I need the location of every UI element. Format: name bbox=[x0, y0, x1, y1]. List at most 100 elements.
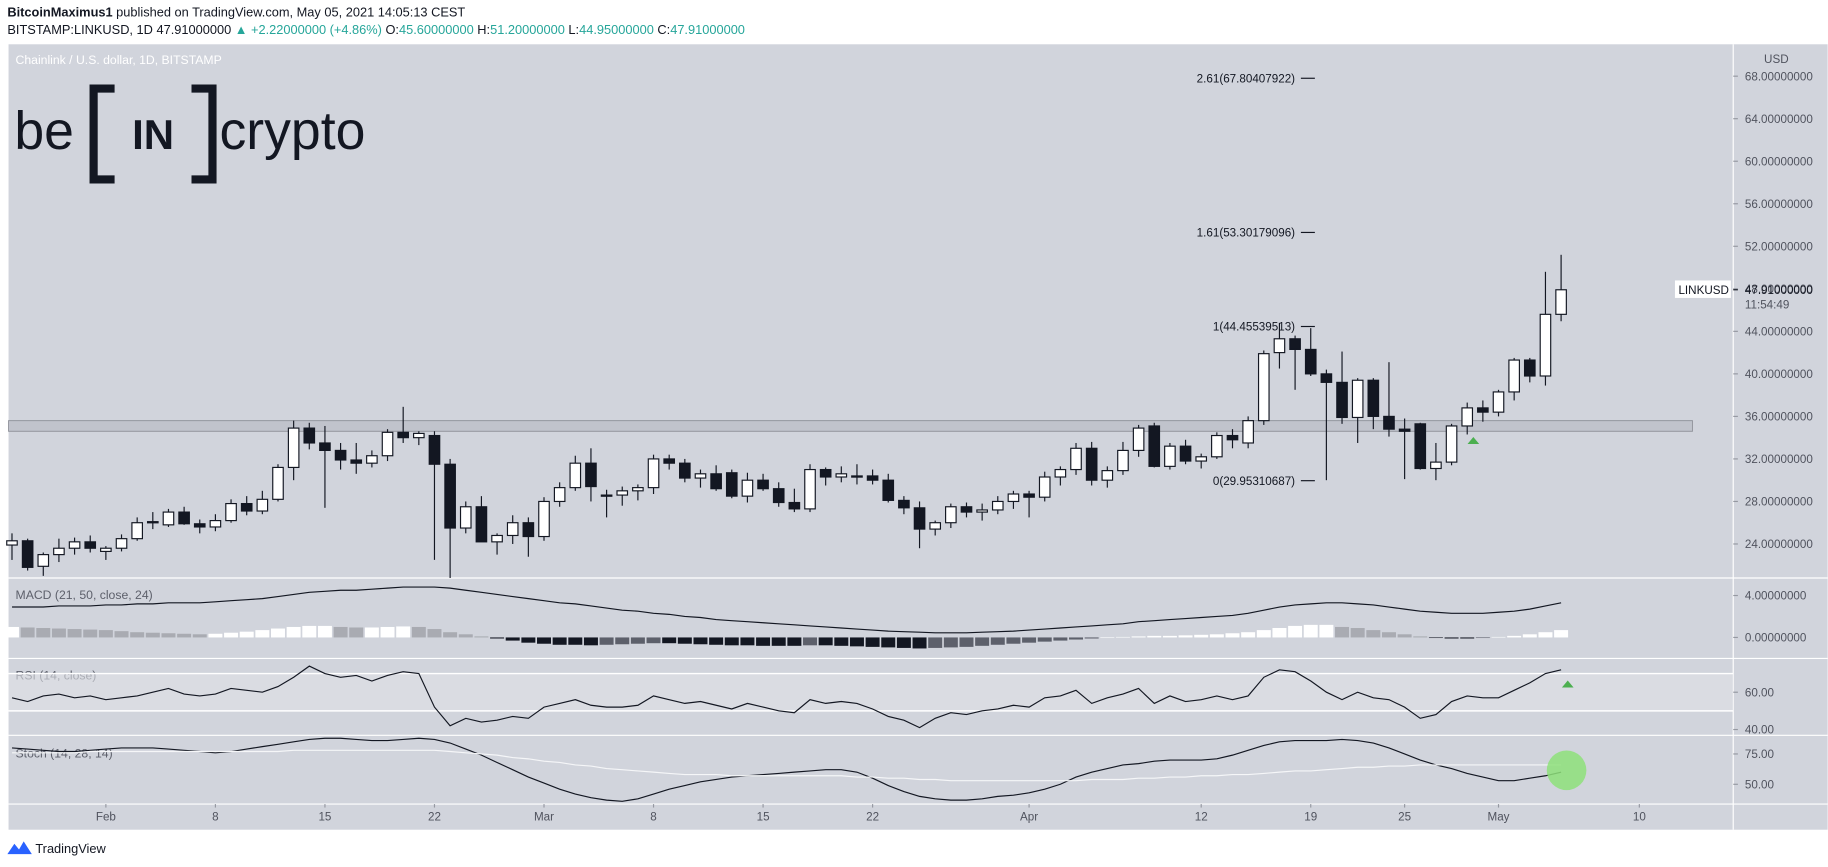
y-tick-label: 32.00000000 bbox=[1745, 453, 1813, 466]
candle-body bbox=[178, 511, 190, 525]
histogram-bar bbox=[771, 637, 786, 646]
candle-body bbox=[459, 506, 472, 529]
histogram-bar bbox=[286, 626, 301, 638]
candle-body bbox=[647, 458, 660, 489]
ohlc-value: 45.60000000 bbox=[399, 22, 474, 37]
candle-body bbox=[1351, 379, 1364, 419]
axis-unit: USD bbox=[1764, 53, 1789, 66]
chart-title: Chainlink / U.S. dollar, 1D, BITSTAMP bbox=[16, 53, 222, 67]
histogram-bar bbox=[912, 637, 927, 649]
histogram-bar bbox=[583, 637, 598, 646]
histogram-bar bbox=[990, 637, 1005, 645]
candle-body bbox=[1257, 353, 1270, 422]
candle-body bbox=[725, 472, 738, 497]
histogram-bar bbox=[83, 629, 98, 638]
fib-label: 1(44.45539513) bbox=[1213, 321, 1295, 334]
candle-body bbox=[929, 522, 942, 530]
logo-brackets bbox=[89, 84, 217, 184]
histogram-bar bbox=[709, 637, 724, 645]
histogram-bar bbox=[161, 633, 176, 638]
candle-body bbox=[976, 509, 988, 513]
histogram-bar bbox=[1272, 628, 1287, 638]
histogram-bar bbox=[192, 634, 207, 638]
y-tick-label: 44.00000000 bbox=[1745, 325, 1813, 338]
histogram-bar bbox=[1100, 637, 1115, 639]
pane-title: MACD (21, 50, close, 24) bbox=[16, 588, 153, 602]
histogram-bar bbox=[114, 631, 129, 638]
y-tick-label: 64.00000000 bbox=[1745, 113, 1813, 126]
logo: be IN crypto bbox=[14, 84, 365, 184]
candle-body bbox=[1336, 381, 1348, 419]
candle-body bbox=[1492, 391, 1505, 413]
candle-body bbox=[272, 466, 284, 500]
histogram-bar bbox=[1256, 630, 1271, 638]
candle-body bbox=[945, 506, 957, 524]
candle-body bbox=[1101, 470, 1114, 481]
symbol: BITSTAMP:LINKUSD, 1D bbox=[7, 22, 153, 37]
y-tick-label: 75.00 bbox=[1745, 748, 1775, 761]
x-tick-label: 12 bbox=[1195, 810, 1208, 823]
histogram-bar bbox=[317, 625, 332, 638]
histogram-bar bbox=[490, 637, 505, 639]
candle-body bbox=[804, 468, 816, 510]
candle-body bbox=[616, 490, 629, 496]
histogram-bar bbox=[615, 637, 630, 645]
candle-body bbox=[1117, 449, 1129, 472]
fib-label: 2.61(67.80407922) bbox=[1197, 72, 1296, 85]
y-tick-label: 28.00000000 bbox=[1745, 496, 1813, 509]
histogram-bar bbox=[1413, 636, 1428, 638]
candle-body bbox=[1242, 420, 1254, 444]
ohlc-key: H: bbox=[477, 22, 490, 37]
histogram-bar bbox=[255, 630, 270, 638]
candle-body bbox=[225, 502, 237, 522]
x-tick-label: Feb bbox=[96, 810, 116, 823]
histogram-bar bbox=[1162, 635, 1177, 638]
histogram-bar bbox=[959, 637, 974, 647]
candle-body bbox=[240, 502, 253, 512]
candle-body bbox=[53, 547, 65, 556]
histogram-bar bbox=[505, 637, 520, 641]
histogram-bar bbox=[271, 628, 285, 638]
candle-body bbox=[1539, 313, 1552, 377]
candle-body bbox=[1508, 359, 1520, 393]
candle-body bbox=[1070, 447, 1082, 471]
candle-body bbox=[287, 427, 300, 469]
histogram-bar bbox=[740, 637, 755, 646]
histogram-bar bbox=[364, 627, 379, 638]
published: published on TradingView.com, May 05, 20… bbox=[116, 4, 465, 19]
histogram-bar bbox=[865, 637, 880, 647]
ohlc-key: O: bbox=[385, 22, 399, 37]
candle-body bbox=[68, 541, 81, 549]
candle-body bbox=[1164, 445, 1176, 467]
candle-body bbox=[569, 462, 582, 489]
histogram-bar bbox=[1522, 634, 1537, 638]
histogram-bar bbox=[1022, 637, 1037, 643]
histogram-bar bbox=[1288, 625, 1303, 638]
candle-body bbox=[1085, 447, 1098, 481]
candle-body bbox=[741, 479, 754, 497]
candle-body bbox=[100, 547, 112, 553]
histogram-bar bbox=[943, 637, 958, 648]
histogram-bar bbox=[599, 637, 614, 645]
ohlc-key: C: bbox=[657, 22, 670, 37]
histogram-bar bbox=[693, 637, 708, 645]
histogram-bar bbox=[1444, 637, 1459, 639]
y-tick-label: 24.00000000 bbox=[1745, 538, 1813, 551]
ohlc-value: 44.95000000 bbox=[579, 22, 654, 37]
histogram-bar bbox=[1131, 636, 1146, 638]
candle-body bbox=[84, 541, 97, 549]
y-tick-label: 50.00 bbox=[1745, 778, 1775, 791]
candle-body bbox=[475, 506, 488, 543]
histogram-bar bbox=[51, 628, 66, 638]
ohlc-value: 51.20000000 bbox=[490, 22, 565, 37]
histogram-bar bbox=[1460, 637, 1475, 639]
candle-body bbox=[757, 479, 769, 490]
candle-body bbox=[21, 540, 34, 568]
y-tick-label: 36.00000000 bbox=[1745, 410, 1813, 423]
candle-body bbox=[538, 500, 550, 538]
candle-body bbox=[1023, 493, 1035, 498]
separators bbox=[8, 44, 1828, 830]
x-tick-label: 8 bbox=[650, 810, 656, 823]
y-tick-label: 56.00000000 bbox=[1745, 198, 1813, 211]
